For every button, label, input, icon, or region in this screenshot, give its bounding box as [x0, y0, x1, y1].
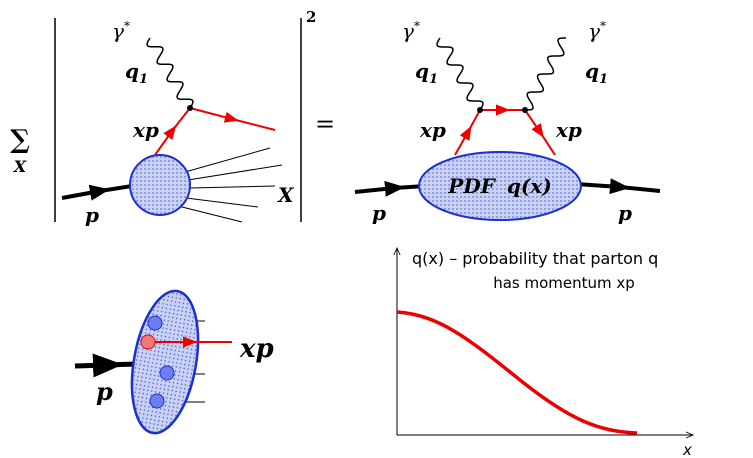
proton-line — [576, 184, 660, 191]
photon-label: γ* — [402, 19, 420, 43]
proton-line — [355, 186, 425, 192]
parton — [150, 394, 164, 408]
proton-line — [75, 364, 136, 366]
vertex — [477, 107, 483, 113]
left-diagram: ∑ X 2 γ* q1 xp p X — [10, 8, 316, 227]
parton-line — [455, 110, 480, 155]
diagram: ∑ X 2 γ* q1 xp p X = γ* γ* q1 q1 xp xp P… — [0, 0, 753, 458]
photon-line — [437, 38, 483, 110]
sum-symbol: ∑ — [10, 125, 30, 155]
parton-label: xp — [132, 118, 159, 142]
proton-picture: xp p — [75, 286, 274, 439]
proton-line — [62, 186, 132, 198]
pdf-curve — [397, 312, 637, 433]
photon-momentum: q1 — [125, 59, 148, 87]
power: 2 — [306, 8, 316, 26]
remnant-lines — [178, 148, 282, 222]
remnant-label: X — [276, 183, 295, 207]
parton-label: xp — [555, 118, 582, 142]
blob — [130, 155, 190, 215]
equals: = — [315, 110, 335, 138]
photon-momentum: q1 — [415, 59, 438, 87]
parton — [148, 316, 162, 330]
caption: q(x) – probability that parton q — [412, 249, 658, 268]
parton — [160, 366, 174, 380]
photon-label: γ* — [112, 19, 130, 43]
pdf-blob — [419, 152, 581, 220]
parton-label: xp — [239, 334, 274, 364]
pdf-plot: q(x) – probability that parton q has mom… — [397, 248, 693, 458]
photon-line — [525, 38, 566, 110]
proton-label: p — [618, 201, 632, 225]
vertex — [522, 107, 528, 113]
proton-label: p — [96, 377, 113, 406]
caption: has momentum xp — [493, 274, 635, 292]
proton-label: p — [372, 201, 386, 225]
photon-label: γ* — [588, 19, 606, 43]
parton-line — [190, 108, 275, 130]
parton — [141, 335, 155, 349]
vertex — [187, 105, 193, 111]
parton-label: xp — [419, 118, 446, 142]
photon-line — [147, 38, 193, 108]
proton-label: p — [85, 203, 99, 227]
proton-blob — [122, 286, 208, 439]
x-axis-label: x — [682, 441, 692, 458]
parton-line — [525, 110, 555, 155]
photon-momentum: q1 — [585, 59, 608, 87]
parton-line — [155, 108, 190, 155]
sum-index: X — [13, 157, 27, 176]
